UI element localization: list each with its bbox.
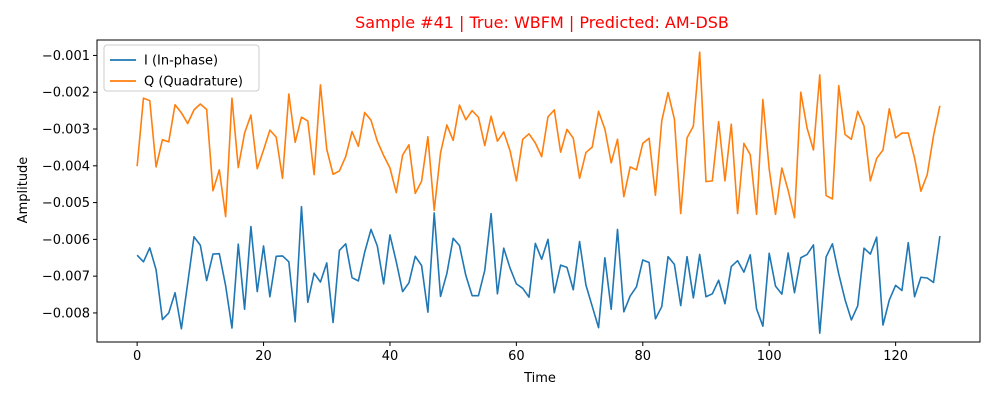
x-axis-label: Time <box>523 371 556 386</box>
y-tick-label: −0.006 <box>42 233 90 248</box>
x-tick-label: 40 <box>382 349 399 364</box>
x-axis: 0 20 40 60 80 100 120 <box>133 342 908 364</box>
x-tick-label: 100 <box>757 349 782 364</box>
y-tick-label: −0.005 <box>42 196 90 211</box>
x-tick-label: 0 <box>133 349 141 364</box>
legend-label: Q (Quadrature) <box>144 75 243 90</box>
y-tick-label: −0.004 <box>42 159 90 174</box>
series-line-q-quadrature <box>136 51 941 219</box>
y-tick-label: −0.007 <box>42 270 90 285</box>
x-tick-label: 120 <box>883 349 908 364</box>
x-tick-label: 20 <box>255 349 272 364</box>
legend: I (In-phase) Q (Quadrature) <box>103 44 260 92</box>
y-tick-label: −0.008 <box>42 306 90 321</box>
y-axis: −0.008 −0.007 −0.006 −0.005 −0.004 −0.003 −0.0… <box>42 49 97 321</box>
chart-title: Sample #41 | True: WBFM | Predicted: AM-… <box>355 13 729 32</box>
y-axis-label: Amplitude <box>16 157 31 224</box>
y-tick-label: −0.003 <box>42 123 90 138</box>
x-tick-label: 60 <box>508 349 525 364</box>
x-tick-label: 80 <box>635 349 652 364</box>
plot-frame <box>96 39 981 343</box>
plot-area <box>96 39 981 343</box>
series-layer <box>136 51 941 334</box>
legend-label: I (In-phase) <box>144 54 218 69</box>
y-tick-label: −0.002 <box>42 86 90 101</box>
series-line-i-in-phase <box>136 205 941 334</box>
legend-box <box>103 44 260 92</box>
y-tick-label: −0.001 <box>42 49 90 64</box>
